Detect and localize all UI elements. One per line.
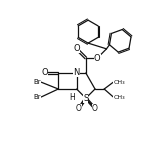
Text: O: O bbox=[94, 53, 101, 63]
Text: H: H bbox=[69, 93, 75, 102]
Text: Br: Br bbox=[33, 79, 41, 85]
Text: N: N bbox=[74, 68, 80, 77]
Text: Br: Br bbox=[33, 94, 41, 100]
Text: O: O bbox=[41, 68, 48, 77]
Text: O: O bbox=[73, 44, 80, 53]
Text: S: S bbox=[83, 94, 89, 103]
Text: O: O bbox=[92, 104, 98, 113]
Text: O: O bbox=[76, 104, 82, 113]
Text: CH₃: CH₃ bbox=[113, 95, 125, 100]
Text: CH₃: CH₃ bbox=[113, 80, 125, 85]
